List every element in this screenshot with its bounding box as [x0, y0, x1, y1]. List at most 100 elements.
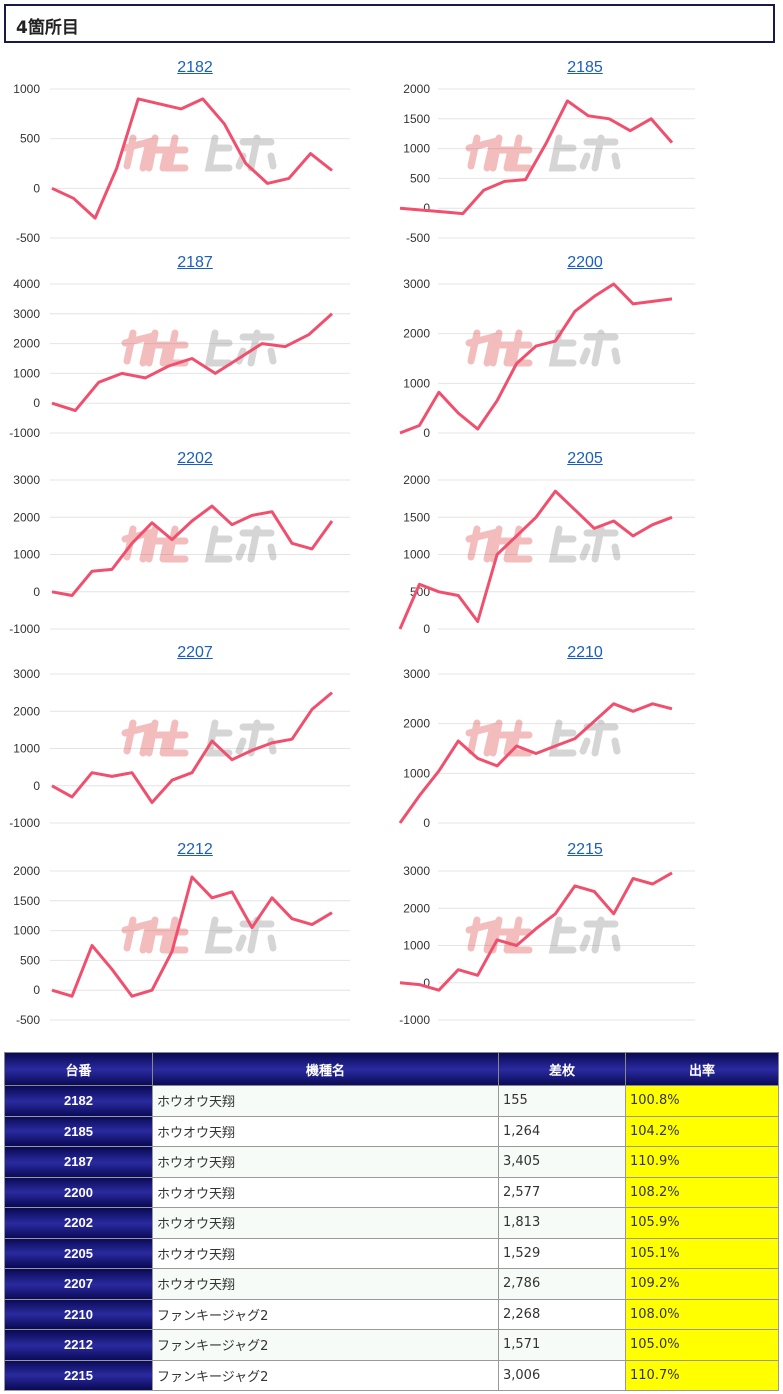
y-tick-label: 1000	[13, 742, 40, 756]
y-tick-label: 1000	[13, 548, 40, 562]
cell-number: 2207	[4, 1268, 153, 1300]
cell-machine: ファンキージャグ2	[152, 1298, 499, 1330]
chart-2215: 3000 2000 1000 0 -1000 2215	[390, 840, 780, 1036]
cell-number: 2202	[4, 1207, 153, 1239]
cell-machine: ホウオウ天翔	[152, 1207, 499, 1239]
watermark-logo	[465, 134, 621, 172]
chart-title-link[interactable]: 2202	[177, 450, 213, 467]
table-row: 2187 ホウオウ天翔 3,405 110.9%	[4, 1146, 779, 1178]
y-tick-label: 0	[33, 396, 40, 410]
watermark-logo	[465, 719, 621, 757]
chart-svg: 3000 2000 1000 0 -1000	[9, 667, 350, 830]
y-tick-label: 1500	[403, 112, 430, 126]
series-line	[399, 99, 674, 216]
y-tick-label: 3000	[13, 667, 40, 681]
cell-number: 2187	[4, 1146, 153, 1178]
chart-svg: 3000 2000 1000 0 -1000	[399, 864, 695, 1027]
table-header-row: 台番 機種名 差枚 出率	[4, 1052, 779, 1086]
watermark-logo	[121, 916, 277, 954]
chart-2205: 2000 1500 1000 500 0 2205	[390, 449, 780, 645]
chart-title-link[interactable]: 2210	[567, 644, 603, 661]
y-tick-label: 0	[423, 426, 430, 440]
cell-diff: 1,264	[498, 1115, 626, 1147]
watermark-logo	[121, 329, 277, 367]
y-tick-label: 1500	[403, 510, 430, 524]
cell-rate: 110.9%	[625, 1146, 779, 1178]
series-line	[51, 504, 334, 597]
cell-rate: 105.0%	[625, 1329, 779, 1361]
cell-machine: ホウオウ天翔	[152, 1146, 499, 1178]
chart-title-link[interactable]: 2185	[567, 59, 603, 76]
y-tick-label: 3000	[403, 864, 430, 878]
cell-diff: 2,577	[498, 1176, 626, 1208]
cell-number: 2200	[4, 1176, 153, 1208]
cell-rate: 104.2%	[625, 1115, 779, 1147]
col-header-diff: 差枚	[498, 1052, 626, 1086]
watermark-logo	[465, 916, 621, 954]
series-line	[398, 489, 673, 630]
y-tick-label: 1000	[13, 366, 40, 380]
y-tick-label: 1000	[403, 548, 430, 562]
y-tick-label: 2000	[13, 510, 40, 524]
y-tick-label: 0	[423, 201, 430, 215]
cell-machine: ファンキージャグ2	[152, 1329, 499, 1361]
cell-rate: 108.0%	[625, 1298, 779, 1330]
watermark-logo	[121, 719, 277, 757]
col-header-machine: 機種名	[152, 1052, 499, 1086]
series-line	[51, 691, 333, 804]
chart-title-link[interactable]: 2200	[567, 254, 603, 271]
chart-svg: 3000 2000 1000 0	[399, 277, 695, 440]
chart-title-link[interactable]: 2215	[567, 841, 603, 858]
chart-svg: 2000 1500 1000 500 0 -500	[13, 864, 350, 1027]
y-tick-label: 3000	[403, 667, 430, 681]
cell-diff: 2,268	[498, 1298, 626, 1330]
table-row: 2202 ホウオウ天翔 1,813 105.9%	[4, 1207, 779, 1239]
chart-2182: 1000 500 0 -500 2182	[0, 58, 390, 254]
y-tick-label: -500	[406, 231, 430, 245]
chart-title-link[interactable]: 2212	[177, 841, 213, 858]
chart-svg: 2000 1500 1000 500 0 -500	[399, 82, 695, 245]
series-line	[51, 97, 333, 220]
watermark-logo	[465, 329, 621, 367]
y-tick-label: 2000	[403, 327, 430, 341]
cell-rate: 109.2%	[625, 1268, 779, 1300]
chart-title-link[interactable]: 2187	[177, 254, 213, 271]
y-tick-label: -1000	[9, 622, 40, 636]
watermark-logo	[121, 134, 277, 172]
y-tick-label: 2000	[13, 864, 40, 878]
chart-title-link[interactable]: 2205	[567, 450, 603, 467]
y-tick-label: 3000	[13, 307, 40, 321]
cell-machine: ファンキージャグ2	[152, 1359, 499, 1391]
y-tick-label: 500	[20, 953, 40, 967]
series-line	[398, 702, 673, 824]
y-tick-label: -1000	[9, 816, 40, 830]
y-tick-label: 3000	[13, 473, 40, 487]
cell-diff: 1,529	[498, 1237, 626, 1269]
cell-rate: 108.2%	[625, 1176, 779, 1208]
y-tick-label: 0	[33, 779, 40, 793]
section-title: 4箇所目	[16, 18, 79, 38]
chart-2207: 3000 2000 1000 0 -1000 2207	[0, 643, 390, 839]
cell-number: 2185	[4, 1115, 153, 1147]
y-tick-label: 500	[20, 132, 40, 146]
cell-number: 2212	[4, 1329, 153, 1361]
y-tick-label: -500	[16, 1013, 40, 1027]
section-header: 4箇所目	[4, 4, 775, 43]
cell-diff: 1,813	[498, 1207, 626, 1239]
y-tick-label: 1000	[13, 82, 40, 96]
cell-rate: 100.8%	[625, 1085, 779, 1117]
y-tick-label: 2000	[403, 901, 430, 915]
y-tick-label: 2000	[13, 337, 40, 351]
table-row: 2205 ホウオウ天翔 1,529 105.1%	[4, 1237, 779, 1269]
table-row: 2207 ホウオウ天翔 2,786 109.2%	[4, 1268, 779, 1300]
y-tick-label: 4000	[13, 277, 40, 291]
y-tick-label: 1500	[13, 894, 40, 908]
y-tick-label: 2000	[403, 82, 430, 96]
y-tick-label: 0	[423, 976, 430, 990]
col-header-rate: 出率	[625, 1052, 779, 1086]
chart-title-link[interactable]: 2207	[177, 644, 213, 661]
cell-rate: 110.7%	[625, 1359, 779, 1391]
chart-title-link[interactable]: 2182	[177, 59, 213, 76]
chart-2200: 3000 2000 1000 0 2200	[390, 253, 780, 449]
